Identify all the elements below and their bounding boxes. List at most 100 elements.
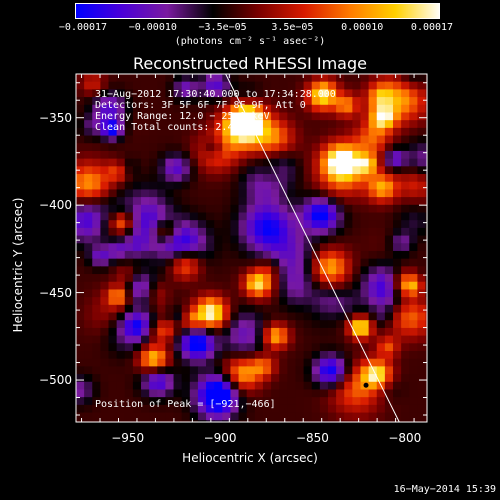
heatmap-cell	[327, 127, 337, 137]
heatmap-cell	[327, 74, 337, 83]
heatmap-cell	[214, 335, 223, 344]
heatmap-cell	[352, 197, 362, 206]
heatmap-cell	[92, 120, 101, 129]
heatmap-cell	[100, 166, 110, 175]
heatmap-cell	[425, 135, 427, 144]
heatmap-cell	[165, 189, 175, 198]
heatmap-cell	[246, 220, 256, 229]
heatmap-cell	[206, 166, 215, 175]
heatmap-cell	[108, 320, 118, 329]
heatmap-cell	[425, 97, 427, 106]
heatmap-cell	[360, 158, 370, 167]
heatmap-cell	[409, 312, 418, 321]
heatmap-cell	[141, 412, 150, 421]
heatmap-cell	[409, 135, 418, 144]
heatmap-cell	[222, 397, 232, 406]
heatmap-cell	[409, 243, 418, 252]
heatmap-cell	[425, 204, 427, 214]
heatmap-cell	[222, 274, 232, 283]
heatmap-cell	[206, 389, 215, 398]
heatmap-cell	[132, 143, 142, 152]
heatmap-cell	[327, 104, 337, 114]
heatmap-cell	[327, 274, 337, 283]
heatmap-cell	[132, 327, 142, 337]
heatmap-cell	[132, 112, 142, 121]
heatmap-cell	[295, 135, 305, 144]
heatmap-cell	[384, 420, 394, 422]
heatmap-cell	[124, 281, 134, 291]
heatmap-cell	[401, 420, 410, 422]
heatmap-cell	[360, 266, 370, 275]
heatmap-cell	[149, 135, 158, 144]
heatmap-cell	[116, 89, 126, 98]
heatmap-cell	[409, 397, 418, 406]
heatmap-cell	[230, 327, 240, 337]
heatmap-cell	[100, 281, 110, 291]
heatmap-cell	[100, 289, 110, 298]
heatmap-cell	[189, 404, 199, 414]
heatmap-cell	[197, 274, 207, 283]
heatmap-cell	[108, 266, 118, 275]
heatmap-cell	[319, 212, 329, 221]
heatmap-cell	[303, 250, 313, 260]
heatmap-cell	[246, 227, 256, 237]
heatmap-cell	[132, 197, 142, 206]
heatmap-cell	[425, 74, 427, 83]
heatmap-cell	[76, 189, 85, 198]
heatmap-cell	[116, 135, 126, 144]
heatmap-cell	[271, 150, 280, 160]
heatmap-cell	[368, 243, 378, 252]
heatmap-cell	[230, 281, 240, 291]
heatmap-cell	[279, 127, 288, 137]
heatmap-cell	[222, 366, 232, 375]
heatmap-cell	[116, 227, 126, 237]
heatmap-cell	[124, 204, 134, 214]
heatmap-cell	[173, 235, 183, 244]
heatmap-cell	[246, 174, 256, 183]
heatmap-cell	[181, 304, 191, 314]
heatmap-cell	[409, 235, 418, 244]
heatmap-cell	[401, 343, 410, 352]
heatmap-cell	[401, 74, 410, 83]
heatmap-cell	[189, 258, 199, 267]
heatmap-cell	[295, 250, 305, 260]
heatmap-cell	[425, 304, 427, 314]
heatmap-cell	[384, 104, 394, 114]
heatmap-cell	[173, 289, 183, 298]
heatmap-cell	[173, 258, 183, 267]
heatmap-cell	[206, 97, 215, 106]
heatmap-cell	[262, 420, 272, 422]
heatmap-cell	[222, 289, 232, 298]
heatmap-cell	[368, 150, 378, 160]
heatmap-cell	[417, 227, 427, 237]
heatmap-cell	[181, 243, 191, 252]
heatmap-cell	[279, 412, 288, 421]
heatmap-cell	[108, 304, 118, 314]
heatmap-cell	[376, 89, 386, 98]
heatmap-cell	[157, 351, 167, 360]
heatmap-cell	[295, 304, 305, 314]
heatmap-cell	[246, 89, 256, 98]
heatmap-cell	[149, 428, 158, 436]
heatmap-cell	[319, 274, 329, 283]
heatmap-cell	[311, 374, 321, 383]
heatmap-cell	[417, 297, 427, 306]
heatmap-cell	[100, 358, 110, 367]
heatmap-cell	[84, 174, 93, 183]
heatmap-cell	[384, 158, 394, 167]
heatmap-cell	[132, 351, 142, 360]
heatmap-cell	[303, 381, 313, 391]
heatmap-cell	[368, 158, 378, 167]
heatmap-cell	[157, 143, 167, 152]
heatmap-cell	[124, 227, 134, 237]
heatmap-cell	[393, 174, 402, 183]
heatmap-cell	[173, 227, 183, 237]
heatmap-cell	[254, 374, 264, 383]
heatmap-cell	[417, 158, 427, 167]
heatmap-cell	[173, 197, 183, 206]
heatmap-cell	[425, 335, 427, 344]
heatmap-cell	[238, 166, 248, 175]
heatmap-cell	[197, 358, 207, 367]
heatmap-cell	[409, 258, 418, 267]
heatmap-cell	[222, 112, 232, 121]
